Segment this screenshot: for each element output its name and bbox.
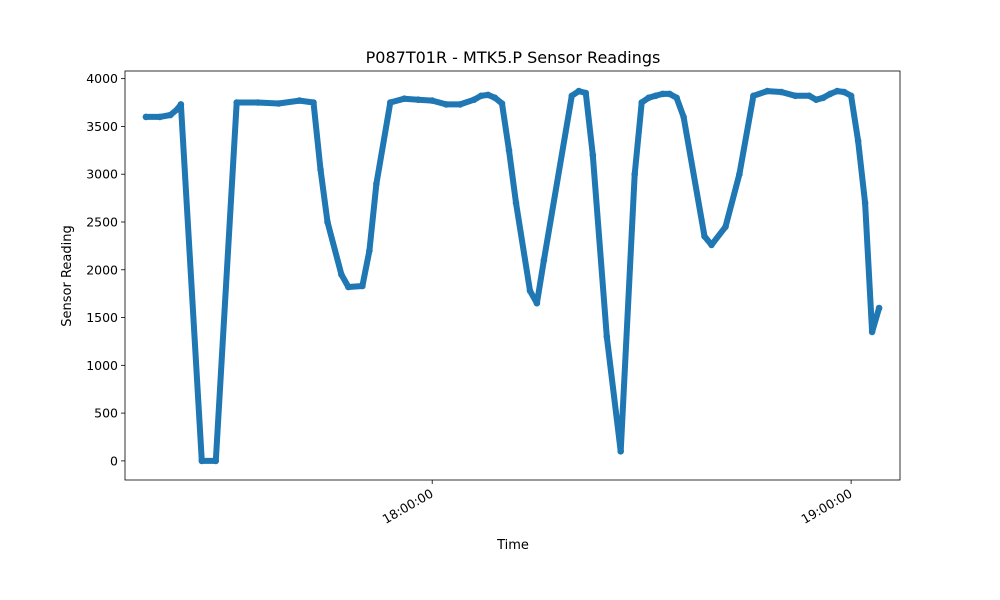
y-tick-label: 2500 — [86, 214, 118, 229]
data-point — [826, 90, 834, 98]
data-point — [526, 287, 534, 295]
data-point — [568, 92, 576, 100]
data-point — [631, 170, 638, 178]
data-point — [805, 92, 813, 100]
data-point — [819, 94, 827, 102]
data-point — [847, 92, 855, 100]
chart-title: P087T01R - MTK5.P Sensor Readings — [366, 48, 661, 67]
data-point — [736, 170, 743, 178]
data-point — [722, 223, 729, 231]
axes-frame — [124, 70, 901, 481]
data-point — [324, 218, 331, 226]
data-point — [875, 304, 883, 312]
x-axis-label: Time — [496, 538, 529, 553]
data-point — [575, 87, 583, 95]
data-point — [505, 147, 513, 154]
data-point — [198, 457, 206, 465]
data-point — [638, 99, 645, 106]
data-point — [345, 283, 352, 291]
data-point — [414, 96, 422, 103]
data-point — [401, 95, 408, 102]
data-point — [233, 99, 240, 106]
data-point — [442, 101, 450, 108]
data-point — [366, 247, 373, 254]
data-point — [666, 90, 673, 98]
data-point — [812, 96, 820, 103]
data-point — [792, 92, 799, 100]
data-point — [652, 92, 659, 100]
data-point — [498, 100, 506, 107]
y-tick-label: 3000 — [86, 167, 118, 182]
data-point — [359, 282, 366, 290]
data-point — [659, 90, 666, 98]
data-point — [540, 256, 548, 264]
data-point — [750, 92, 757, 100]
data-point — [156, 113, 164, 121]
data-point — [428, 97, 436, 104]
y-tick-label: 3500 — [86, 119, 118, 134]
data-point — [317, 166, 324, 173]
data-point — [477, 92, 485, 100]
data-point — [680, 113, 687, 121]
data-point — [212, 457, 220, 465]
data-point — [470, 96, 478, 103]
data-point — [387, 99, 394, 106]
data-point — [868, 328, 876, 336]
y-axis-label: Sensor Reading — [60, 225, 75, 326]
data-point — [254, 99, 261, 106]
data-point — [861, 199, 869, 207]
data-point — [456, 101, 464, 108]
data-point — [142, 113, 150, 121]
data-point — [617, 448, 624, 455]
data-point — [582, 89, 590, 97]
y-tick-label: 1500 — [86, 310, 118, 325]
y-tick-label: 4000 — [86, 71, 118, 86]
data-point — [533, 299, 541, 307]
y-tick-label: 0 — [110, 453, 118, 468]
data-point — [177, 101, 185, 108]
data-point — [854, 137, 862, 145]
data-point — [484, 91, 492, 99]
data-point — [512, 199, 520, 207]
data-point — [296, 97, 303, 104]
data-point — [373, 180, 380, 188]
data-point — [645, 94, 652, 102]
data-point — [310, 99, 317, 106]
data-point — [589, 151, 597, 159]
data-point — [174, 105, 181, 113]
data-point — [764, 87, 771, 95]
data-point — [167, 111, 174, 119]
data-point — [833, 87, 841, 95]
data-point — [338, 271, 345, 278]
data-point — [673, 94, 680, 102]
data-point — [840, 88, 848, 96]
data-point — [708, 241, 715, 249]
data-point — [778, 88, 785, 96]
y-tick-label: 1000 — [86, 358, 118, 373]
data-point — [603, 333, 611, 341]
data-point — [275, 100, 282, 107]
data-point — [701, 233, 708, 240]
y-tick-label: 500 — [94, 406, 118, 421]
y-tick-label: 2000 — [86, 262, 118, 277]
data-point — [491, 94, 499, 102]
